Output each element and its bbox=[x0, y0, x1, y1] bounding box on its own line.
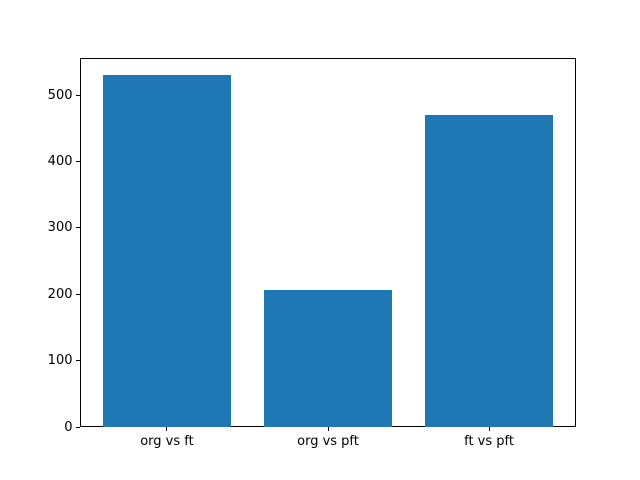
bar bbox=[263, 289, 393, 428]
x-tick-label: org vs ft bbox=[140, 433, 194, 449]
bar bbox=[424, 115, 554, 428]
y-tick bbox=[76, 360, 80, 362]
y-tick bbox=[76, 161, 80, 163]
y-tick bbox=[76, 227, 80, 229]
x-tick bbox=[327, 427, 329, 432]
x-tick bbox=[166, 427, 168, 432]
y-tick-label: 100 bbox=[47, 353, 73, 369]
y-tick bbox=[76, 426, 80, 428]
y-tick-label: 200 bbox=[47, 286, 73, 302]
y-tick bbox=[76, 293, 80, 295]
y-tick-label: 500 bbox=[47, 87, 73, 103]
y-tick bbox=[76, 94, 80, 96]
y-tick-label: 0 bbox=[64, 419, 73, 435]
x-tick bbox=[488, 427, 490, 432]
y-tick-label: 300 bbox=[47, 220, 73, 236]
y-tick-label: 400 bbox=[47, 154, 73, 170]
bar bbox=[102, 75, 232, 428]
x-tick-label: ft vs pft bbox=[464, 433, 514, 449]
x-tick-label: org vs pft bbox=[297, 433, 359, 449]
